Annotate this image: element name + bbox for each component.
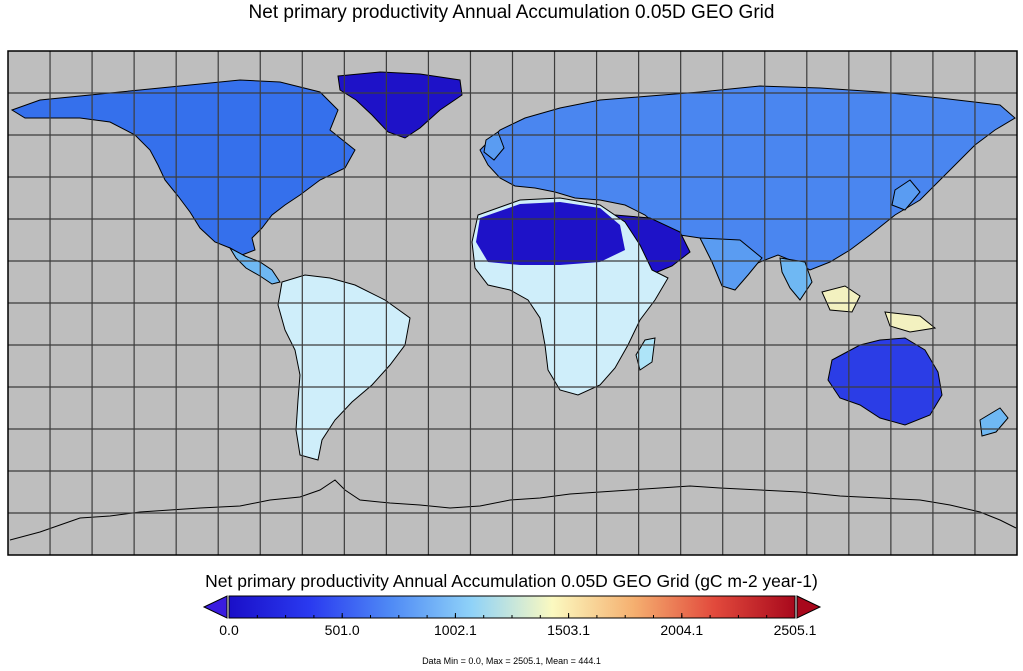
- map-title: Net primary productivity Annual Accumula…: [248, 2, 775, 23]
- colorbar-gradient: [228, 595, 796, 619]
- colorbar-tick-label: 2004.1: [660, 622, 704, 638]
- sahara: [476, 202, 625, 265]
- british-isles: [483, 131, 505, 161]
- australia: [827, 337, 943, 426]
- new-guinea: [884, 311, 937, 333]
- colorbar-tick-label: 0.0: [219, 622, 239, 638]
- antarctica-coast: [9, 479, 1017, 541]
- colorbar-tick-label: 501.0: [324, 622, 360, 638]
- eurasia: [479, 85, 1016, 271]
- colorbar-over-arrow: [796, 595, 822, 619]
- india: [699, 237, 763, 291]
- lat-lon-grid: [8, 51, 1017, 555]
- north-america: [10, 79, 356, 256]
- madagascar: [635, 337, 656, 371]
- southeast-asia: [779, 257, 813, 301]
- colorbar-title: Net primary productivity Annual Accumula…: [205, 571, 818, 591]
- colorbar-tick-label: 2505.1: [773, 622, 817, 638]
- borneo: [821, 285, 861, 313]
- colorbar-under-arrow: [202, 595, 228, 619]
- greenland: [337, 71, 463, 139]
- central-america: [228, 246, 281, 285]
- world-map: [7, 50, 1018, 556]
- colorbar-tick-label: 1002.1: [433, 622, 477, 638]
- japan: [891, 179, 921, 211]
- data-statistics: Data Min = 0.0, Max = 2505.1, Mean = 444…: [422, 656, 601, 666]
- colorbar-tick-label: 1503.1: [547, 622, 591, 638]
- land-masses: [9, 71, 1017, 541]
- map-frame: [7, 50, 1018, 556]
